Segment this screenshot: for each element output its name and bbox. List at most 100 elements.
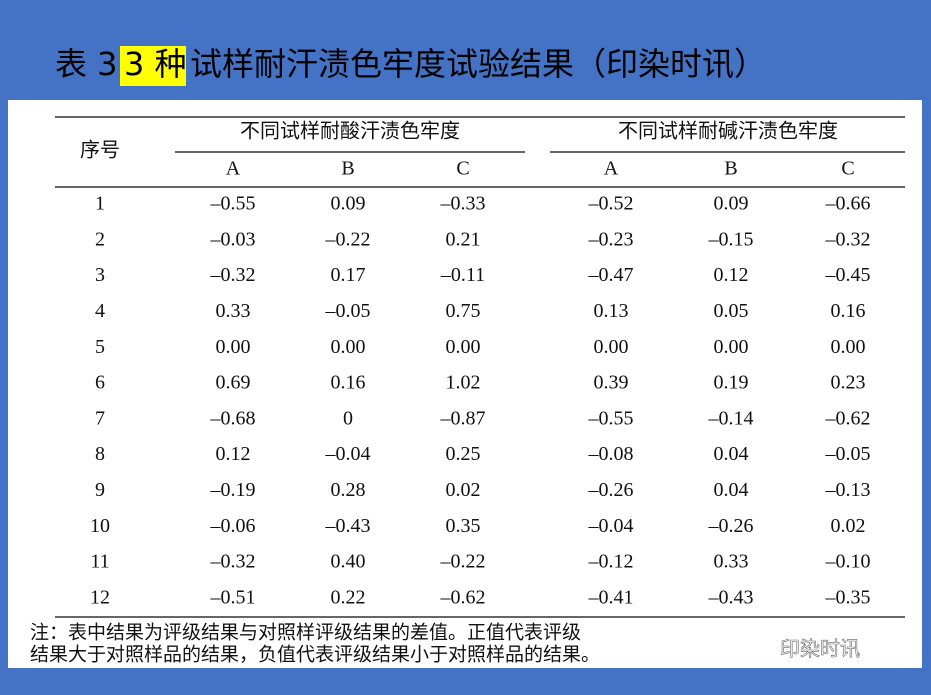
cell: –0.14 <box>708 407 754 429</box>
watermark: 印染时讯 <box>780 637 860 661</box>
cell: –0.06 <box>210 515 256 537</box>
cell: –0.26 <box>588 479 634 501</box>
cell: 0.33 <box>714 551 749 573</box>
cell: 0.17 <box>331 264 366 286</box>
cell: –0.32 <box>210 551 256 573</box>
column-header: B <box>341 158 354 180</box>
cell: –0.68 <box>210 407 256 429</box>
row-number: 4 <box>95 300 105 322</box>
row-number: 12 <box>90 586 110 608</box>
cell: –0.33 <box>440 193 486 215</box>
row-number: 3 <box>95 264 105 286</box>
cell: 0.13 <box>594 300 629 322</box>
cell: 0.33 <box>216 300 251 322</box>
column-header: A <box>226 158 241 180</box>
cell: –0.22 <box>440 551 486 573</box>
cell: 0.12 <box>714 264 749 286</box>
cell: 0.02 <box>831 515 866 537</box>
cell: –0.04 <box>325 443 371 465</box>
cell: –0.10 <box>825 551 871 573</box>
cell: 0.28 <box>331 479 366 501</box>
cell: 0.09 <box>331 193 366 215</box>
row-number: 2 <box>95 228 105 250</box>
group-header: 不同试样耐碱汗渍色牢度 <box>618 120 838 143</box>
slide-title: 表 3 3 种试样耐汗渍色牢度试验结果（印染时讯） <box>55 45 766 83</box>
cell: –0.11 <box>440 264 485 286</box>
row-number: 5 <box>95 336 105 358</box>
cell: –0.66 <box>825 193 871 215</box>
row-header: 序号 <box>80 139 120 162</box>
cell: –0.04 <box>588 515 634 537</box>
cell: 0.25 <box>446 443 481 465</box>
cell: –0.08 <box>588 443 634 465</box>
note: 注：表中结果为评级结果与对照样评级结果的差值。正值代表评级 <box>30 621 581 643</box>
cell: 0.09 <box>714 193 749 215</box>
cell: –0.51 <box>210 586 256 608</box>
cell: 0.00 <box>216 336 251 358</box>
cell: –0.43 <box>325 515 371 537</box>
column-header: C <box>456 158 469 180</box>
table-panel <box>8 100 922 668</box>
cell: –0.12 <box>588 551 634 573</box>
column-header: A <box>604 158 619 180</box>
cell: –0.19 <box>210 479 256 501</box>
cell: –0.41 <box>588 586 634 608</box>
cell: 0.35 <box>446 515 481 537</box>
cell: –0.55 <box>210 193 256 215</box>
cell: –0.15 <box>708 228 754 250</box>
cell: 0.16 <box>331 372 366 394</box>
cell: 0.69 <box>216 372 251 394</box>
cell: 0.02 <box>446 479 481 501</box>
row-number: 11 <box>90 551 109 573</box>
cell: 0.40 <box>331 551 366 573</box>
row-number: 1 <box>95 193 105 215</box>
cell: 0.00 <box>714 336 749 358</box>
row-number: 8 <box>95 443 105 465</box>
cell: –0.32 <box>210 264 256 286</box>
row-number: 6 <box>95 372 105 394</box>
row-number: 9 <box>95 479 105 501</box>
cell: 0.22 <box>331 586 366 608</box>
cell: –0.45 <box>825 264 871 286</box>
cell: –0.62 <box>825 407 871 429</box>
cell: –0.35 <box>825 586 871 608</box>
group-header: 不同试样耐酸汗渍色牢度 <box>240 120 460 143</box>
cell: –0.23 <box>588 228 634 250</box>
cell: 0.12 <box>216 443 251 465</box>
cell: –0.05 <box>825 443 871 465</box>
cell: 0.21 <box>446 228 481 250</box>
cell: 0.00 <box>331 336 366 358</box>
cell: –0.43 <box>708 586 754 608</box>
cell: –0.62 <box>440 586 486 608</box>
cell: –0.03 <box>210 228 256 250</box>
title-rest: 试样耐汗渍色牢度试验结果（印染时讯） <box>190 45 766 83</box>
cell: 0.75 <box>446 300 481 322</box>
cell: –0.22 <box>325 228 371 250</box>
cell: –0.32 <box>825 228 871 250</box>
cell: 0.00 <box>594 336 629 358</box>
cell: –0.13 <box>825 479 871 501</box>
cell: 0.04 <box>714 479 749 501</box>
title-prefix: 表 3 <box>55 45 128 83</box>
row-number: 10 <box>90 515 110 537</box>
cell: 0.23 <box>831 372 866 394</box>
cell: 0.05 <box>714 300 749 322</box>
cell: 0.00 <box>446 336 481 358</box>
cell: 0.16 <box>831 300 866 322</box>
cell: 0.00 <box>831 336 866 358</box>
column-header: C <box>841 158 854 180</box>
cell: –0.26 <box>708 515 754 537</box>
cell: –0.87 <box>440 407 486 429</box>
cell: –0.55 <box>588 407 634 429</box>
cell: –0.47 <box>588 264 634 286</box>
cell: –0.52 <box>588 193 634 215</box>
title-highlight: 3 种 <box>124 45 187 83</box>
cell: 1.02 <box>446 372 481 394</box>
cell: 0 <box>343 407 353 429</box>
highlight <box>120 46 186 86</box>
cell: –0.05 <box>325 300 371 322</box>
column-header: B <box>724 158 737 180</box>
cell: 0.39 <box>594 372 629 394</box>
